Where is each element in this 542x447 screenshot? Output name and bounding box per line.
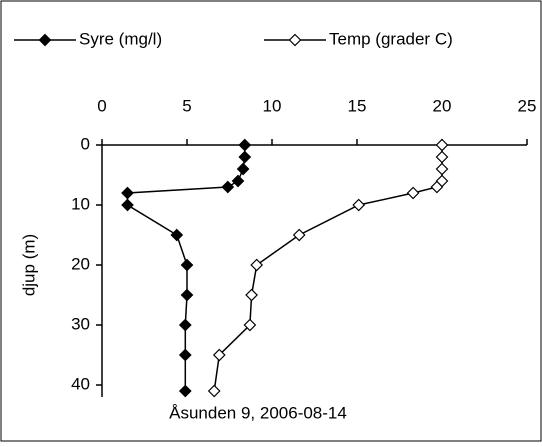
data-point [435, 150, 449, 164]
y-tick-label: 30 [71, 314, 90, 333]
data-point [178, 348, 192, 362]
data-point [180, 288, 194, 302]
data-point [435, 162, 449, 176]
data-point [430, 180, 444, 194]
data-point [245, 288, 258, 302]
x-tick-label: 0 [97, 96, 106, 115]
x-tick-label: 15 [348, 96, 367, 115]
data-point [236, 162, 250, 176]
y-tick-label: 20 [71, 254, 90, 273]
data-point [292, 228, 306, 242]
data-point [250, 258, 264, 272]
data-point [406, 186, 420, 200]
data-point [238, 150, 252, 164]
data-point [221, 180, 235, 194]
data-point [121, 198, 134, 212]
data-point [238, 138, 252, 152]
x-tick-label: 5 [182, 96, 191, 115]
data-point [170, 228, 184, 242]
data-point [180, 258, 194, 272]
legend-marker [288, 33, 302, 47]
y-tick-label: 40 [71, 374, 90, 393]
x-tick-label: 10 [263, 96, 282, 115]
data-point [207, 384, 221, 398]
y-tick-label: 10 [71, 194, 90, 213]
x-tick-label: 25 [518, 96, 537, 115]
data-point [243, 318, 257, 332]
data-point [212, 348, 226, 362]
legend-label: Syre (mg/l) [79, 29, 162, 48]
data-point [435, 138, 449, 152]
data-point [178, 318, 192, 332]
data-point [178, 384, 192, 398]
data-point [121, 186, 134, 200]
x-tick-label: 20 [433, 96, 452, 115]
data-point [352, 198, 366, 212]
y-tick-label: 0 [81, 134, 90, 153]
legend-marker [38, 33, 52, 47]
legend-label: Temp (grader C) [329, 29, 453, 48]
y-axis-label: djup (m) [19, 234, 38, 296]
data-point [231, 174, 245, 188]
annotation: Åsunden 9, 2006-08-14 [169, 403, 347, 422]
